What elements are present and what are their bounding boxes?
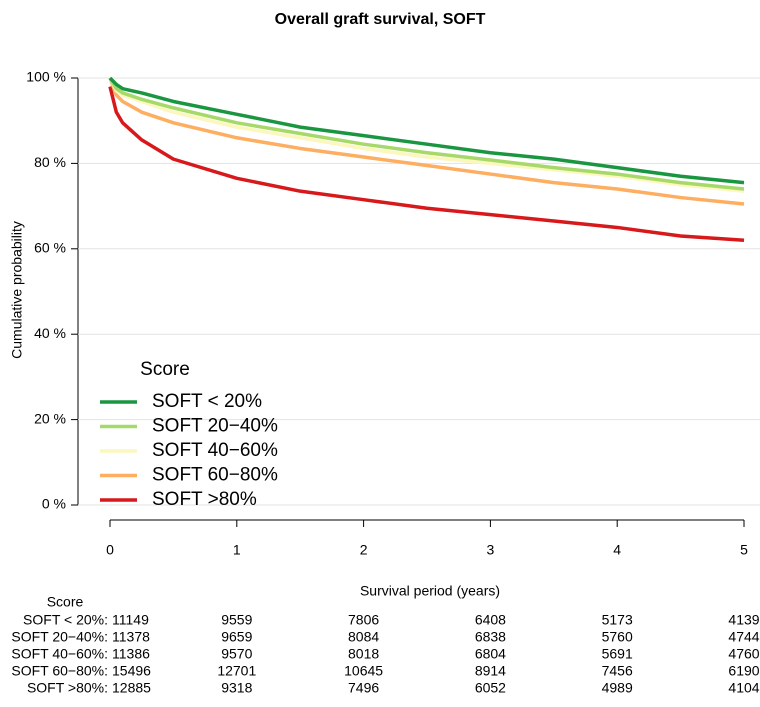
survival-curve (108, 77, 745, 191)
risk-table-title: Score (47, 594, 84, 610)
risk-row-label: SOFT 40−60%: (11, 646, 108, 662)
y-tick-label: 0 % (42, 496, 66, 512)
risk-count: 11378 (112, 629, 150, 645)
risk-count: 4104 (728, 680, 759, 696)
risk-count: 9659 (221, 629, 252, 645)
risk-count: 8084 (348, 629, 379, 645)
y-tick-label: 100 % (26, 69, 66, 85)
x-axis-label: Survival period (years) (360, 583, 500, 599)
risk-row-label: SOFT 60−80%: (11, 663, 108, 679)
risk-count: 8018 (348, 646, 379, 662)
risk-count: 9570 (221, 646, 252, 662)
risk-count: 11149 (112, 612, 149, 628)
risk-count: 7496 (348, 680, 379, 696)
x-tick-label: 0 (106, 542, 114, 558)
legend-label: SOFT 60−80% (152, 465, 278, 486)
risk-count: 8914 (475, 663, 506, 679)
risk-count: 4760 (728, 646, 759, 662)
legend-title: Score (140, 359, 190, 380)
x-tick-label: 4 (613, 542, 621, 558)
risk-count: 12885 (112, 680, 151, 696)
y-tick-label: 20 % (34, 410, 66, 426)
risk-count: 7806 (348, 612, 379, 628)
y-tick-label: 80 % (34, 154, 66, 170)
risk-count: 6052 (475, 680, 506, 696)
x-tick-label: 5 (740, 542, 748, 558)
risk-count: 7456 (602, 663, 633, 679)
x-tick-label: 3 (487, 542, 495, 558)
risk-count: 5691 (602, 646, 633, 662)
risk-row-label: SOFT >80%: (27, 680, 108, 696)
risk-row-label: SOFT 20−40%: (11, 629, 108, 645)
risk-count: 9318 (221, 680, 252, 696)
risk-count: 6838 (475, 629, 506, 645)
x-tick-label: 1 (233, 542, 241, 558)
risk-count: 9559 (221, 612, 252, 628)
risk-count: 4744 (728, 629, 759, 645)
risk-count: 15496 (112, 663, 151, 679)
survival-curve (108, 77, 745, 206)
risk-count: 5173 (602, 612, 633, 628)
risk-count: 6408 (475, 612, 506, 628)
legend-label: SOFT < 20% (152, 391, 262, 412)
y-axis-label: Cumulative probability (9, 221, 25, 359)
y-tick-label: 60 % (34, 240, 66, 256)
survival-curve (108, 76, 745, 185)
y-tick-label: 40 % (34, 325, 66, 341)
risk-count: 12701 (217, 663, 256, 679)
risk-count: 4139 (728, 612, 759, 628)
risk-count: 10645 (344, 663, 383, 679)
survival-curve (108, 86, 745, 243)
risk-count: 11386 (112, 646, 150, 662)
chart-title: Overall graft survival, SOFT (275, 11, 486, 28)
risk-count: 4989 (602, 680, 633, 696)
legend-label: SOFT >80% (152, 489, 257, 510)
legend-label: SOFT 40−60% (152, 440, 278, 461)
risk-count: 6804 (475, 646, 506, 662)
x-tick-label: 2 (360, 542, 368, 558)
legend-label: SOFT 20−40% (152, 416, 278, 437)
risk-count: 5760 (602, 629, 633, 645)
survival-curve (108, 77, 745, 193)
risk-row-label: SOFT < 20%: (23, 612, 108, 628)
risk-count: 6190 (728, 663, 759, 679)
